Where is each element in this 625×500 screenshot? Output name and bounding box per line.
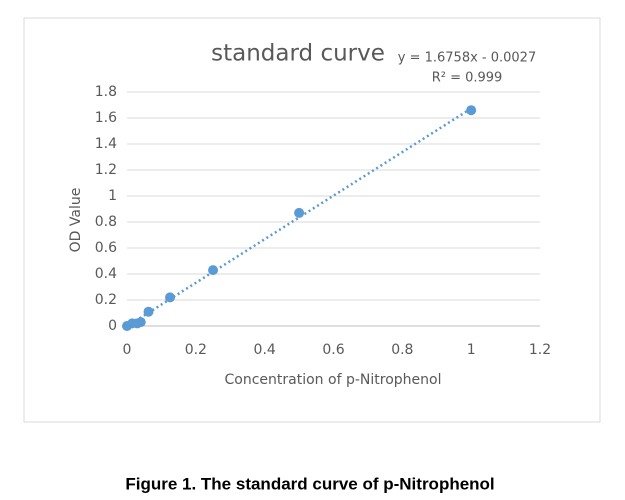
y-tick-label: 1.6 — [95, 110, 117, 126]
figure-caption: Figure 1. The standard curve of p-Nitrop… — [125, 474, 494, 493]
y-tick-label: 0.8 — [95, 214, 117, 230]
data-point — [294, 207, 305, 218]
y-tick-label: 1.2 — [95, 162, 117, 178]
y-tick-label: 1.8 — [95, 84, 117, 100]
trendline-r-squared: R² = 0.999 — [432, 71, 503, 86]
x-axis-label: Concentration of p-Nitrophenol — [225, 372, 442, 388]
data-point — [208, 265, 219, 276]
y-axis-label: OD Value — [68, 188, 84, 253]
x-tick-label: 1 — [467, 342, 476, 358]
x-tick-label: 0.4 — [254, 342, 276, 358]
x-tick-label: 0.8 — [391, 342, 413, 358]
x-tick-label: 1.2 — [529, 342, 551, 358]
y-tick-label: 1.4 — [95, 136, 117, 152]
chart-frame — [23, 17, 601, 423]
x-tick-label: 0 — [123, 342, 132, 358]
y-tick-label: 1 — [108, 188, 117, 204]
x-tick-label: 0.6 — [322, 342, 344, 358]
x-tick-label: 0.2 — [185, 342, 207, 358]
chart-title: standard curve — [211, 41, 385, 67]
trendline-equation: y = 1.6758x - 0.0027 — [398, 51, 536, 66]
data-point — [165, 292, 176, 303]
data-point — [135, 317, 146, 328]
y-tick-label: 0.6 — [95, 240, 117, 256]
y-tick-label: 0.2 — [95, 292, 117, 308]
y-tick-label: 0.4 — [95, 266, 117, 282]
data-point — [143, 306, 154, 317]
data-point — [466, 105, 477, 116]
y-tick-label: 0 — [108, 318, 117, 334]
